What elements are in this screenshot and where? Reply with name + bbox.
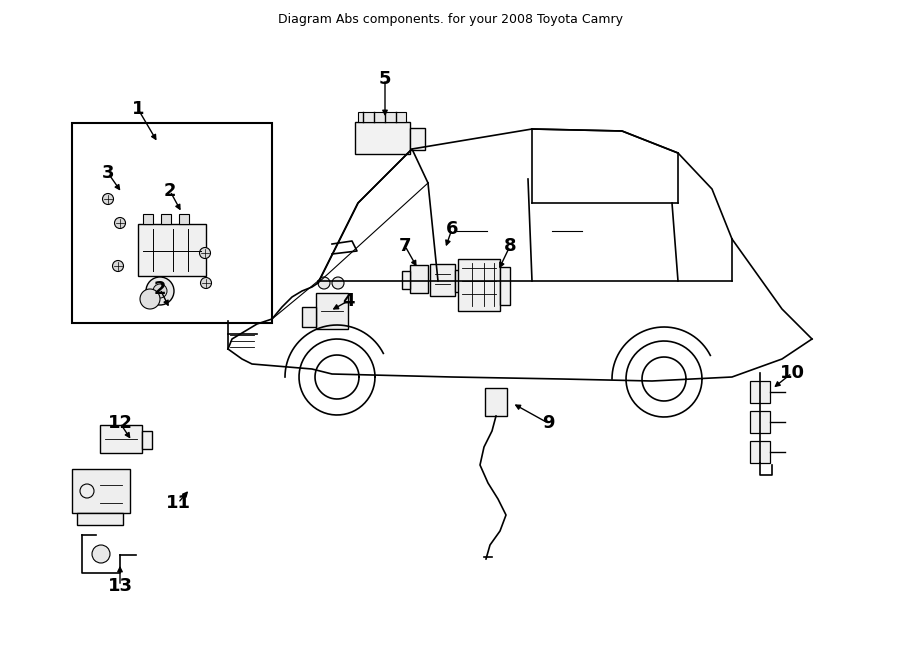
Circle shape — [153, 284, 167, 298]
Bar — [72, 469, 130, 513]
Circle shape — [140, 289, 160, 309]
Text: 2: 2 — [164, 182, 176, 200]
Bar — [458, 259, 500, 311]
Text: 11: 11 — [166, 494, 191, 512]
Bar — [750, 381, 770, 403]
Bar — [142, 431, 152, 449]
Text: 5: 5 — [379, 70, 392, 88]
Bar — [143, 214, 153, 224]
Bar — [179, 214, 189, 224]
Circle shape — [112, 260, 123, 272]
Bar — [316, 293, 348, 329]
Bar — [750, 411, 770, 433]
Circle shape — [200, 247, 211, 258]
Circle shape — [92, 545, 110, 563]
Text: Diagram Abs components. for your 2008 Toyota Camry: Diagram Abs components. for your 2008 To… — [277, 13, 623, 26]
Circle shape — [318, 277, 330, 289]
Bar — [161, 214, 171, 224]
Bar — [750, 441, 770, 463]
Bar — [358, 112, 406, 122]
Text: 12: 12 — [107, 414, 132, 432]
Text: 13: 13 — [107, 577, 132, 595]
Bar — [485, 388, 507, 416]
Bar — [430, 264, 455, 296]
Circle shape — [201, 278, 212, 288]
Text: 9: 9 — [542, 414, 554, 432]
Circle shape — [146, 277, 174, 305]
Bar — [355, 122, 410, 154]
Bar — [410, 265, 428, 293]
Text: 6: 6 — [446, 220, 458, 238]
Bar — [72, 123, 272, 323]
Text: 8: 8 — [504, 237, 517, 255]
Text: 4: 4 — [342, 292, 355, 310]
Text: 1: 1 — [131, 100, 144, 118]
Bar — [410, 128, 425, 150]
Bar — [302, 307, 316, 327]
Bar — [100, 425, 142, 453]
Bar — [455, 270, 463, 292]
Circle shape — [332, 277, 344, 289]
Bar — [77, 513, 123, 525]
Circle shape — [114, 217, 125, 229]
Text: 2: 2 — [154, 280, 166, 298]
Text: 3: 3 — [102, 164, 114, 182]
Text: 10: 10 — [779, 364, 805, 382]
Bar — [402, 271, 410, 289]
Circle shape — [103, 194, 113, 204]
Bar — [138, 224, 206, 276]
Text: 7: 7 — [399, 237, 411, 255]
Bar — [500, 267, 510, 305]
